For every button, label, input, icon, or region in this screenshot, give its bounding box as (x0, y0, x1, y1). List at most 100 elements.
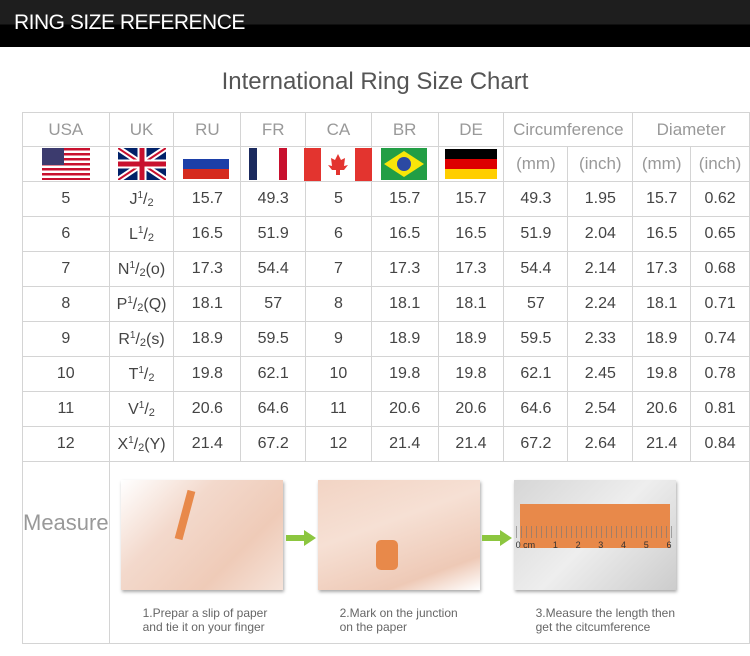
cell-dia-in: 0.84 (690, 426, 750, 462)
cell-dia-mm: 20.6 (632, 391, 692, 427)
cell-dia-in: 0.74 (690, 321, 750, 357)
cell-ru: 17.3 (173, 251, 242, 287)
cell-circ-in: 2.33 (567, 321, 634, 357)
step-1: 1.Prepar a slip of paper and tie it on yo… (120, 480, 283, 634)
cell-circ-mm: 49.3 (503, 181, 569, 217)
cell-de: 19.8 (437, 356, 505, 392)
ruler-label: 1 (552, 540, 558, 550)
step-1-photo (120, 480, 283, 590)
step-3-caption-line1: 3.Measure the length then (535, 606, 676, 620)
cell-fr: 62.1 (240, 356, 307, 392)
cell-dia-in: 0.68 (690, 251, 750, 287)
cell-usa: 10 (22, 356, 110, 392)
cell-de: 20.6 (437, 391, 505, 427)
cell-br: 15.7 (370, 181, 439, 217)
col-uk: UK (108, 112, 175, 147)
cell-circ-mm: 57 (503, 286, 569, 322)
ring-size-table: USA UK RU FR CA BR DE Circumference Diam… (22, 112, 750, 644)
cell-br: 16.5 (370, 216, 439, 252)
ruler-label: 0 cm (515, 540, 536, 550)
step-1-caption-line1: 1.Prepar a slip of paper (142, 606, 268, 620)
cell-br: 18.9 (370, 321, 439, 357)
cell-dia-mm: 19.8 (632, 356, 692, 392)
france-flag-icon (249, 148, 288, 180)
cell-fr: 51.9 (240, 216, 307, 252)
arrow-right-icon (285, 530, 316, 546)
cell-uk: N1/2(o) (108, 251, 175, 287)
cell-dia-mm: 18.1 (632, 286, 692, 322)
cell-fr: 64.6 (240, 391, 307, 427)
col-br: BR (370, 112, 439, 147)
cell-usa: 7 (22, 251, 110, 287)
col-fr: FR (240, 112, 307, 147)
step-1-caption-line2: and tie it on your finger (142, 620, 265, 634)
cell-circ-in: 2.64 (567, 426, 634, 462)
header-bar: RING SIZE REFERENCE (0, 0, 750, 47)
ruler-label: 3 (598, 540, 604, 550)
col-usa: USA (22, 112, 110, 147)
cell-dia-mm: 16.5 (632, 216, 692, 252)
step-2-photo (317, 480, 480, 590)
col-de: DE (437, 112, 505, 147)
cell-ru: 16.5 (173, 216, 242, 252)
uk-flag-icon (117, 148, 166, 180)
cell-circ-in: 2.24 (567, 286, 634, 322)
circ-mm-unit: (mm) (503, 146, 569, 182)
cell-dia-in: 0.81 (690, 391, 750, 427)
dia-mm-unit: (mm) (632, 146, 692, 182)
germany-flag-icon (445, 149, 497, 179)
cell-br: 17.3 (370, 251, 439, 287)
table-row: 9 R1/2(s) 18.9 59.5 9 18.9 18.9 59.5 2.33 18.9 0.7… (22, 321, 750, 357)
cell-circ-mm: 67.2 (503, 426, 569, 462)
step-3: 0 cm 1 2 3 4 5 6 3.Measure the length then get … (513, 480, 676, 634)
ruler-label: 5 (643, 540, 649, 550)
dia-inch-unit: (inch) (690, 146, 750, 182)
cell-uk: L1/2 (108, 216, 175, 252)
cell-de: 15.7 (437, 181, 505, 217)
cell-ru: 18.9 (173, 321, 242, 357)
cell-de: 18.1 (437, 286, 505, 322)
cell-dia-mm: 21.4 (632, 426, 692, 462)
cell-br: 19.8 (370, 356, 439, 392)
table-row: 12 X1/2(Y) 21.4 67.2 12 21.4 21.4 67.2 2.64 21.4 0… (22, 426, 750, 462)
cell-uk: J1/2 (108, 181, 175, 217)
arrow-right-icon (481, 530, 512, 546)
table-row: 6 L1/2 16.5 51.9 6 16.5 16.5 51.9 2.04 16.5 0.65 (22, 216, 750, 252)
cell-uk: V1/2 (108, 391, 175, 427)
cell-usa: 5 (22, 181, 110, 217)
cell-circ-mm: 51.9 (503, 216, 569, 252)
cell-de: 16.5 (437, 216, 505, 252)
flag-row: (mm) (inch) (mm) (inch) (22, 146, 750, 182)
cell-circ-in: 2.04 (567, 216, 634, 252)
us-flag-icon (41, 148, 90, 180)
cell-dia-in: 0.78 (690, 356, 750, 392)
table-row: 10 T1/2 19.8 62.1 10 19.8 19.8 62.1 2.45 19.8 0.78 (22, 356, 750, 392)
ruler-label: 6 (666, 540, 672, 550)
cell-circ-mm: 62.1 (503, 356, 569, 392)
cell-fr: 49.3 (240, 181, 307, 217)
cell-circ-mm: 64.6 (503, 391, 569, 427)
ruler-label: 2 (575, 540, 581, 550)
table-row: 5 J1/2 15.7 49.3 5 15.7 15.7 49.3 1.95 15.7 0.62 (22, 181, 750, 217)
cell-uk: P1/2(Q) (108, 286, 175, 322)
cell-ru: 15.7 (173, 181, 242, 217)
canada-flag-icon (304, 148, 373, 181)
table-row: 8 P1/2(Q) 18.1 57 8 18.1 18.1 57 2.24 18.1 0.71 (22, 286, 750, 322)
measure-label: Measure (22, 461, 110, 644)
cell-usa: 12 (22, 426, 110, 462)
table-row: 11 V1/2 20.6 64.6 11 20.6 20.6 64.6 2.54 20.6 0.81 (22, 391, 750, 427)
cell-fr: 54.4 (240, 251, 307, 287)
col-circumference: Circumference (503, 112, 634, 147)
cell-fr: 59.5 (240, 321, 307, 357)
cell-dia-mm: 18.9 (632, 321, 692, 357)
cell-ca: 7 (305, 251, 372, 287)
cell-br: 21.4 (370, 426, 439, 462)
cell-ca: 12 (305, 426, 372, 462)
cell-br: 18.1 (370, 286, 439, 322)
step-2-caption-line1: 2.Mark on the junction (339, 606, 458, 620)
cell-dia-mm: 17.3 (632, 251, 692, 287)
brazil-flag-icon (380, 148, 427, 180)
step-2: 2.Mark on the junction on the paper (317, 480, 480, 634)
step-3-photo: 0 cm 1 2 3 4 5 6 (513, 480, 676, 590)
cell-ru: 18.1 (173, 286, 242, 322)
